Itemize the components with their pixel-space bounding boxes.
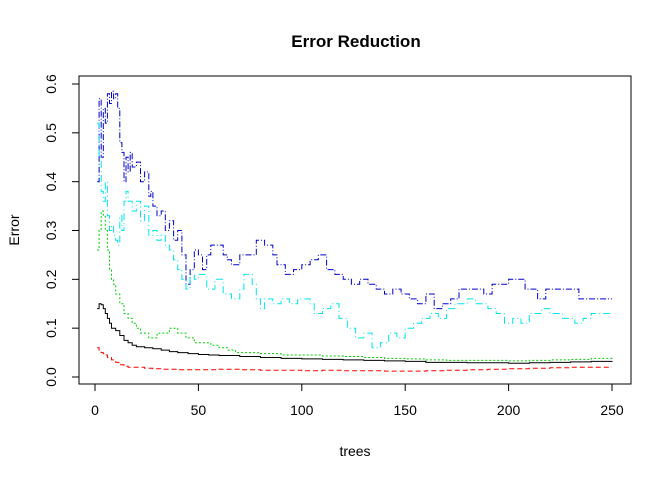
x-tick-label: 150 [394, 402, 418, 418]
x-tick-label: 50 [191, 402, 207, 418]
series-line-1 [97, 122, 612, 349]
series-line-0 [97, 90, 612, 310]
y-tick-label: 0.6 [43, 74, 59, 94]
chart-title: Error Reduction [291, 32, 420, 51]
x-tick-label: 100 [290, 402, 314, 418]
series-line-3 [97, 303, 613, 364]
x-axis-label: trees [339, 443, 370, 459]
y-axis-label: Error [6, 214, 22, 245]
x-tick-label: 200 [497, 402, 521, 418]
y-tick-label: 0.5 [43, 123, 59, 143]
x-tick-label: 250 [600, 402, 624, 418]
y-tick-label: 0.4 [43, 172, 59, 192]
series-layer [97, 90, 613, 372]
y-axis: 0.0 0.1 0.2 0.3 0.4 0.5 0.6 [43, 74, 80, 387]
plot-frame [78, 75, 632, 385]
y-tick-label: 0.2 [43, 269, 59, 289]
y-tick-label: 0.0 [43, 367, 59, 387]
y-tick-label: 0.3 [43, 221, 59, 241]
x-tick-label: 0 [91, 402, 99, 418]
series-line-4 [97, 347, 612, 372]
x-axis: 0 50 100 150 200 250 [91, 383, 624, 418]
y-tick-label: 0.1 [43, 318, 59, 338]
series-line-2 [97, 210, 613, 362]
